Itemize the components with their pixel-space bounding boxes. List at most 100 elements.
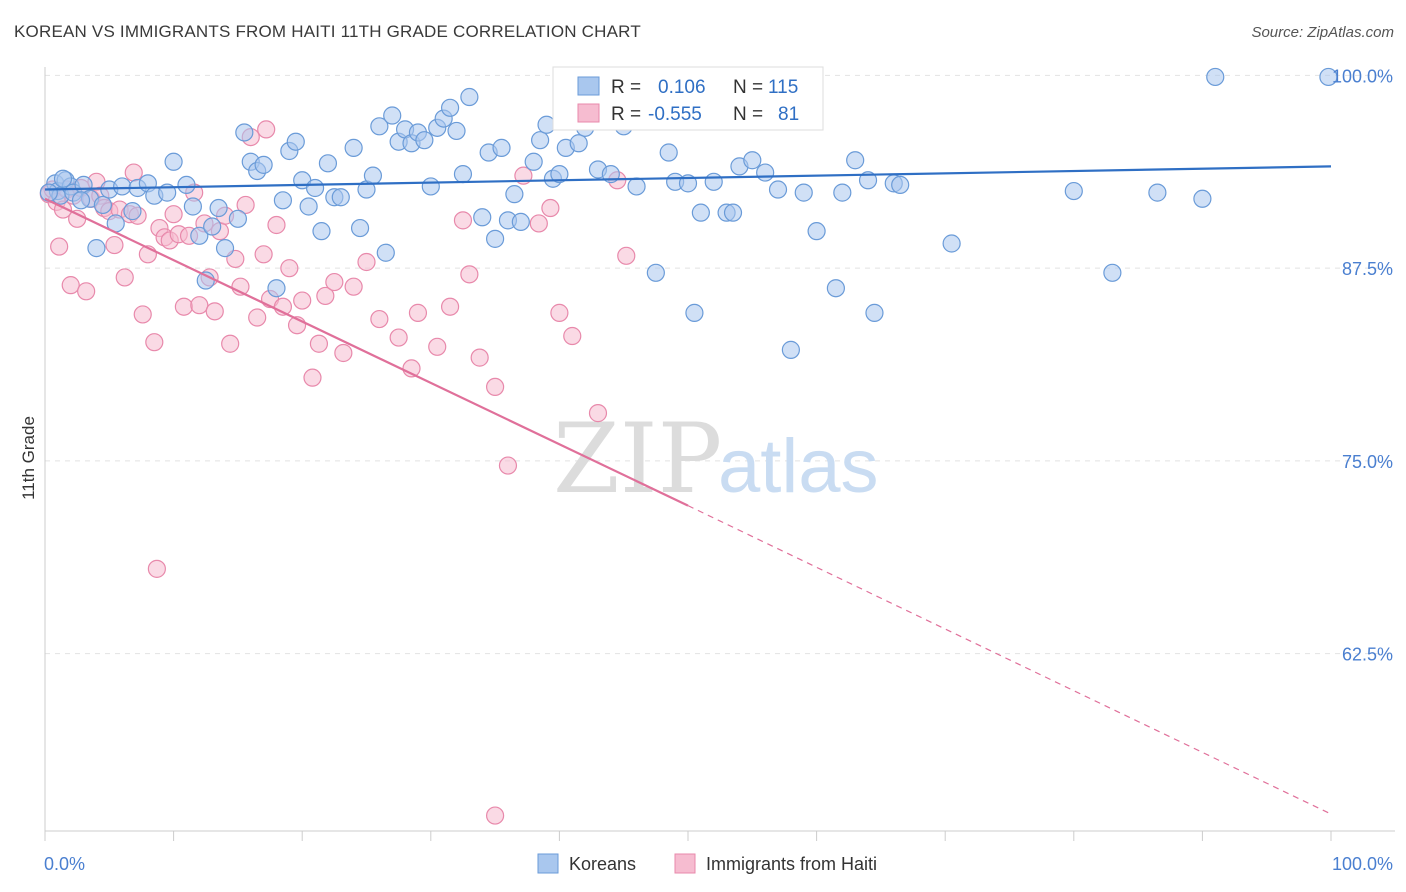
haiti-point <box>147 559 166 578</box>
korean-point <box>486 229 505 248</box>
korean-point <box>53 169 73 188</box>
haiti-trend-line <box>44 197 689 507</box>
korean-point <box>421 177 440 196</box>
haiti-point <box>280 259 299 278</box>
haiti-point <box>470 348 489 367</box>
n-label-koreans: N = <box>733 77 763 98</box>
korean-point <box>447 121 466 141</box>
korean-point <box>71 191 91 210</box>
haiti-point <box>309 334 329 353</box>
r-value-koreans: 0.106 <box>658 77 706 98</box>
korean-point <box>363 166 383 185</box>
koreans-swatch <box>577 76 600 96</box>
korean-point <box>524 152 543 171</box>
source-label: Source: ZipAtlas.com <box>1251 24 1394 41</box>
haiti-point <box>588 404 608 423</box>
korean-point <box>550 165 569 184</box>
r-label-koreans: R = <box>611 77 641 98</box>
haiti-point <box>205 302 224 321</box>
korean-point <box>305 178 325 198</box>
korean-point <box>858 171 878 190</box>
korean-point <box>531 131 550 150</box>
haiti-point <box>357 252 376 272</box>
korean-point <box>164 152 183 171</box>
haiti-point <box>325 272 344 292</box>
haiti-point <box>486 806 505 825</box>
haiti-point <box>190 296 209 315</box>
haiti-point <box>334 343 353 363</box>
haiti-point <box>498 456 518 475</box>
haiti-point <box>267 215 286 235</box>
x-tick-label-max: 100.0% <box>1332 854 1393 874</box>
korean-point <box>299 197 318 216</box>
haiti-point <box>486 377 505 397</box>
korean-point <box>235 123 254 142</box>
korean-point <box>511 212 530 232</box>
korean-point <box>370 117 389 136</box>
legend-haiti-label: Immigrants from Haiti <box>706 854 877 874</box>
r-value-haiti: -0.555 <box>648 104 702 125</box>
haiti-point <box>563 326 582 346</box>
y-tick-label: 62.5% <box>1342 645 1393 665</box>
haiti-point <box>77 282 96 301</box>
korean-point <box>267 279 286 298</box>
korean-point <box>331 188 350 207</box>
korean-point <box>123 202 142 221</box>
haiti-point <box>248 308 267 327</box>
korean-point <box>865 303 884 322</box>
haiti-point <box>408 303 428 322</box>
korean-point <box>743 151 762 170</box>
korean-point <box>312 222 331 241</box>
y-tick-label: 75.0% <box>1342 452 1393 472</box>
korean-point <box>569 134 588 153</box>
korean-point <box>833 183 852 202</box>
korean-point <box>781 340 800 359</box>
korean-point <box>826 279 845 298</box>
y-tick-label: 87.5% <box>1342 259 1393 279</box>
stats-legend: R = 0.106 N = 115 R = -0.555 N = 81 <box>552 66 824 131</box>
chart-title: KOREAN VS IMMIGRANTS FROM HAITI 11TH GRA… <box>14 22 641 41</box>
korean-point <box>209 198 228 218</box>
tick-labels: 62.5% 75.0% 87.5% 100.0% 0.0% 100.0% <box>44 66 1393 874</box>
korean-point <box>177 175 196 195</box>
haiti-point <box>460 265 479 284</box>
korean-point <box>492 138 511 157</box>
korean-point <box>383 106 402 125</box>
korean-point <box>190 226 209 245</box>
legend-koreans-swatch <box>537 853 559 874</box>
korean-point <box>659 143 678 162</box>
x-tick-label-min: 0.0% <box>44 854 85 874</box>
korean-point <box>228 209 247 228</box>
korean-point <box>273 191 293 210</box>
korean-point <box>473 208 492 227</box>
haiti-point <box>316 286 335 306</box>
korean-point <box>756 163 775 182</box>
haiti-point <box>303 368 322 387</box>
haiti-point <box>428 337 447 356</box>
korean-point <box>39 183 58 202</box>
haiti-point <box>124 163 143 182</box>
korean-point <box>505 185 524 204</box>
korean-point <box>440 98 460 117</box>
n-label-haiti: N = <box>733 104 763 125</box>
haiti-trend-extension <box>687 505 1332 815</box>
korean-point <box>318 154 338 173</box>
legend-haiti-swatch <box>674 853 696 874</box>
koreans-trend-line <box>44 165 1332 191</box>
haiti-point <box>541 198 560 218</box>
korean-point <box>460 87 479 107</box>
korean-point <box>415 131 434 150</box>
haiti-point <box>61 276 80 295</box>
haiti-point <box>257 120 276 139</box>
korean-point <box>344 138 363 157</box>
korean-point <box>794 183 813 202</box>
korean-point <box>183 197 202 216</box>
haiti-point <box>236 195 255 215</box>
korean-point <box>846 151 865 170</box>
haiti-point <box>254 245 273 264</box>
korean-point <box>93 195 112 215</box>
korean-point <box>723 203 743 222</box>
korean-point <box>113 177 132 196</box>
korean-point <box>350 218 370 238</box>
